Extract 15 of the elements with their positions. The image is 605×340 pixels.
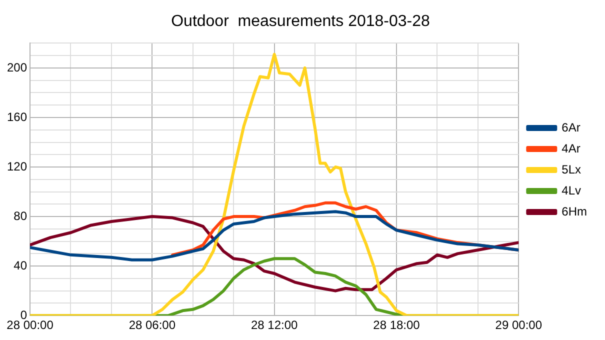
chart-title: Outdoor measurements 2018-03-28 [171, 13, 430, 30]
legend-label: 4Ar [562, 141, 580, 156]
y-tick-label: 80 [14, 208, 28, 223]
x-tick-label: 28 12:00 [250, 318, 298, 332]
x-tick-label: 29 00:00 [495, 318, 542, 332]
y-tick-label: 40 [14, 258, 28, 272]
y-tick-label: 160 [6, 110, 28, 124]
legend-label: 6Ar [562, 120, 580, 134]
legend-label: 5Lx [562, 162, 582, 176]
x-tick-label: 28 06:00 [128, 318, 176, 332]
legend-label: 6Hm [562, 204, 588, 218]
x-tick-label: 28 18:00 [373, 318, 420, 332]
legend-label: 4Lv [562, 183, 582, 198]
y-tick-label: 120 [6, 159, 28, 174]
y-tick-label: 200 [6, 60, 28, 74]
